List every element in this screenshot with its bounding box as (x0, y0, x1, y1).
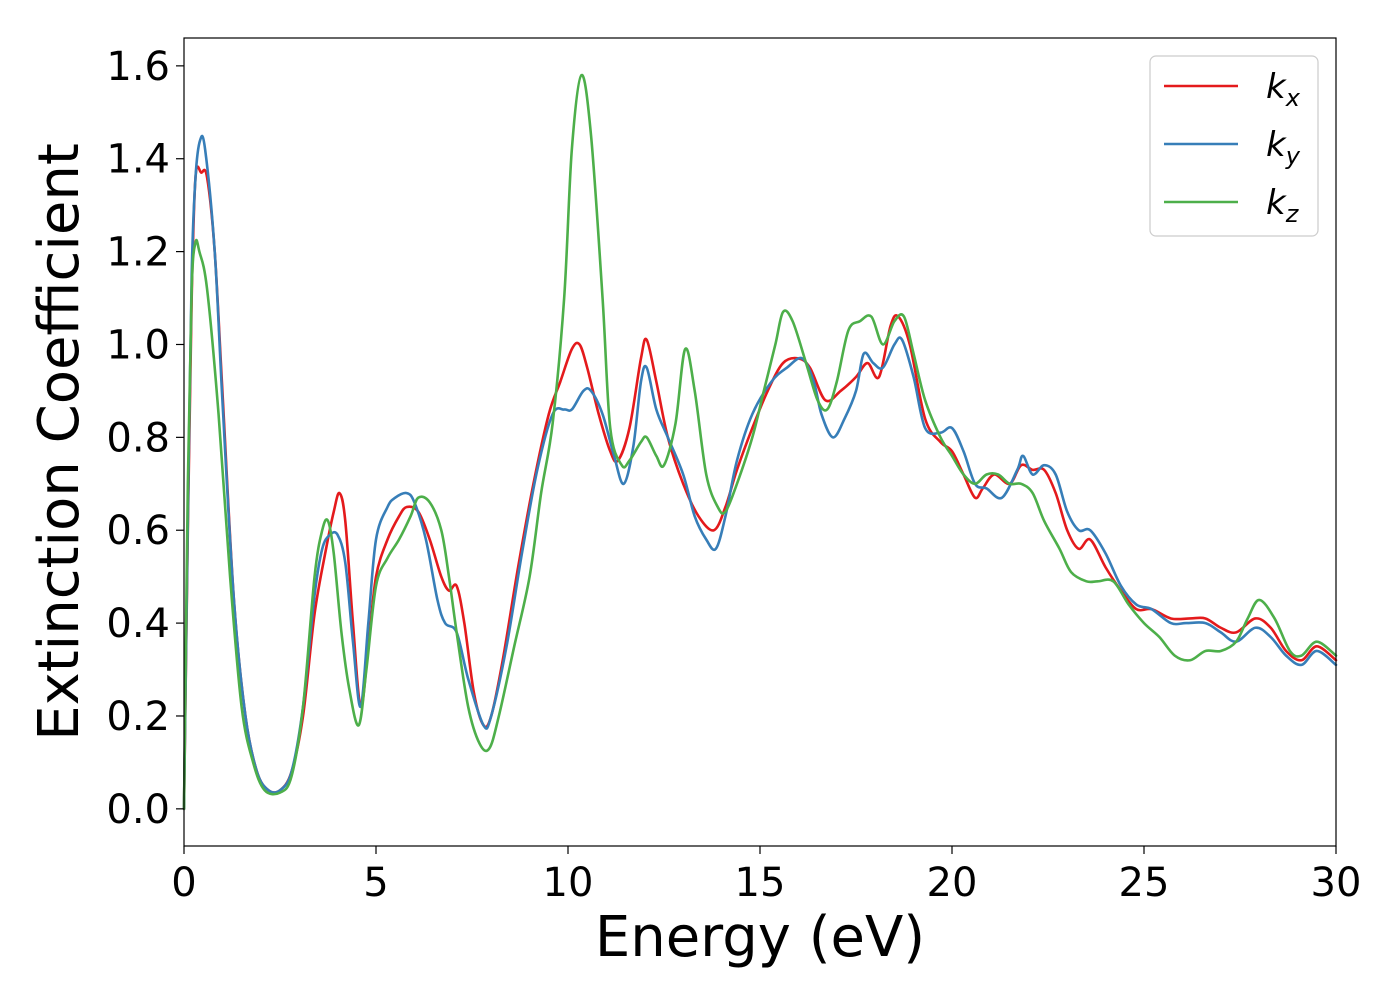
y-tick-label: 0.4 (106, 601, 170, 647)
legend-items: kx ky kz (1164, 67, 1301, 228)
series-layer (182, 73, 1338, 811)
legend-label-kz: kz (1266, 183, 1300, 228)
x-tick-label: 15 (735, 860, 786, 906)
y-tick-label: 0.2 (106, 694, 170, 740)
y-tick-label: 1.4 (106, 137, 170, 183)
y-axis-title: Extinction Coefficient (27, 143, 92, 741)
y-axis-ticks: 0.0 0.2 0.4 0.6 0.8 1.0 1.2 1.4 1.6 (106, 44, 184, 833)
x-tick-label: 0 (171, 860, 196, 906)
x-axis-title: Energy (eV) (595, 905, 925, 970)
legend-label-kx: kx (1266, 67, 1301, 112)
series-line-kz (182, 73, 1338, 811)
y-tick-label: 1.0 (106, 322, 170, 368)
legend-label-ky: ky (1266, 125, 1301, 170)
x-tick-label: 20 (927, 860, 978, 906)
x-tick-label: 30 (1311, 860, 1362, 906)
x-tick-label: 5 (363, 860, 388, 906)
y-tick-label: 1.2 (106, 230, 170, 276)
y-tick-label: 0.6 (106, 508, 170, 554)
x-tick-label: 25 (1119, 860, 1170, 906)
series-line-kx (182, 165, 1338, 811)
x-tick-label: 10 (543, 860, 594, 906)
series-line-ky (182, 134, 1338, 811)
x-axis-ticks: 0 5 10 15 20 25 30 (171, 846, 1361, 906)
legend: kx ky kz (1149, 55, 1319, 237)
y-tick-label: 0.0 (106, 787, 170, 833)
y-tick-label: 1.6 (106, 44, 170, 90)
legend-frame (1149, 55, 1319, 237)
y-tick-label: 0.8 (106, 415, 170, 461)
